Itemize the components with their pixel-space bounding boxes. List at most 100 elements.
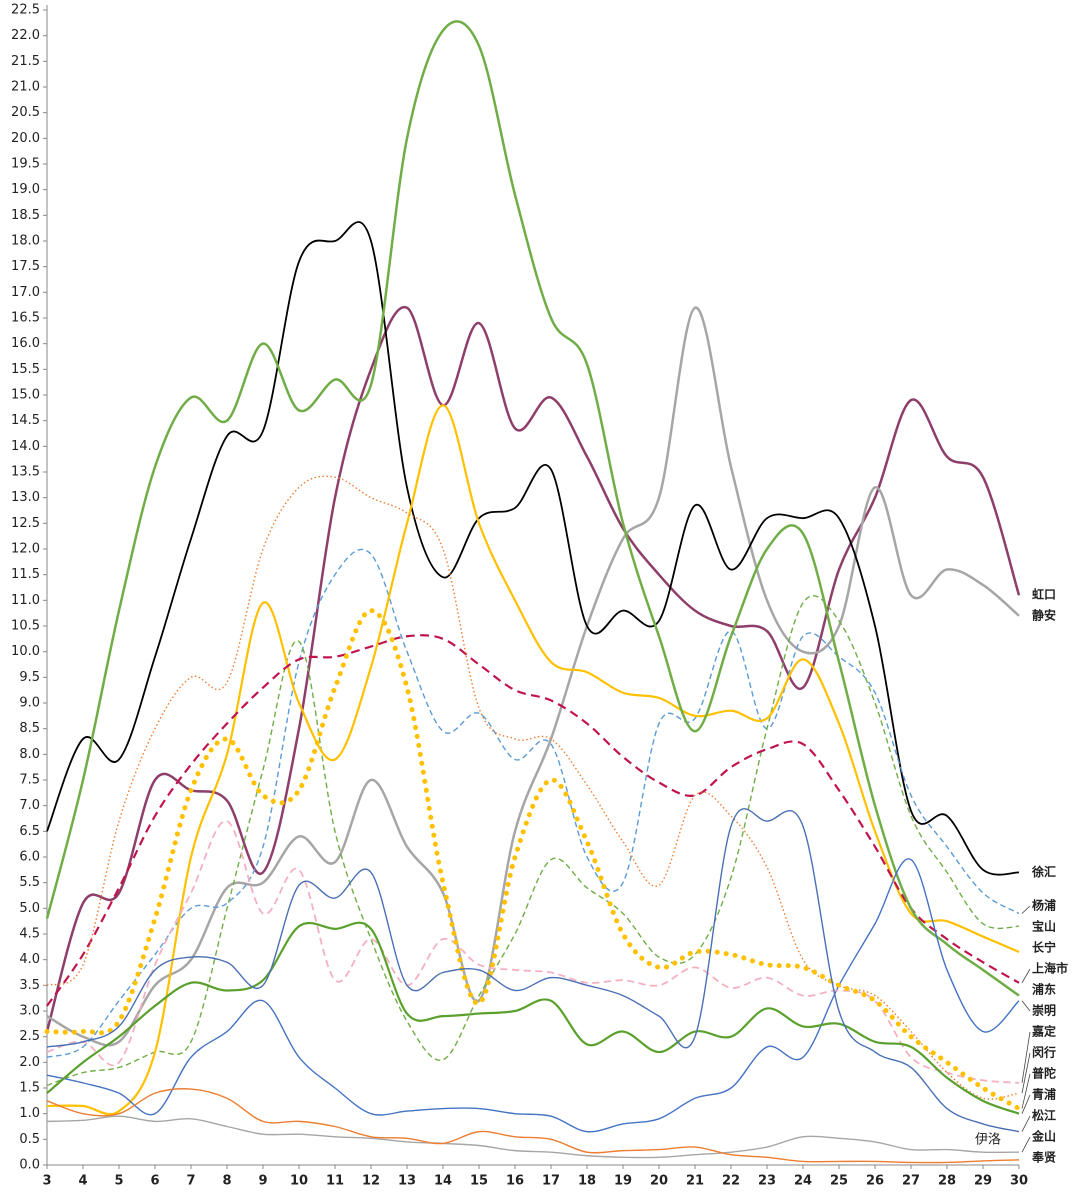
y-tick-label: 22.0 <box>11 28 40 43</box>
y-tick-label: 16.0 <box>11 336 40 351</box>
y-tick-label: 1.0 <box>19 1106 40 1121</box>
x-tick-label: 16 <box>506 1174 524 1189</box>
y-tick-label: 12.0 <box>11 542 40 557</box>
x-tick-label: 19 <box>614 1174 632 1189</box>
y-tick-label: 21.5 <box>11 54 40 69</box>
y-tick-label: 9.0 <box>19 696 40 711</box>
series-line <box>46 306 1020 1047</box>
legend-label: 普陀 <box>1032 1066 1056 1081</box>
x-tick-label: 22 <box>722 1174 740 1189</box>
y-tick-label: 14.0 <box>11 439 40 454</box>
series-line <box>46 921 1020 1115</box>
legend-label: 虹口 <box>1032 587 1056 602</box>
y-tick-label: 20.0 <box>11 131 40 146</box>
x-tick-label: 24 <box>794 1174 812 1189</box>
y-tick-label: 13.5 <box>11 465 40 480</box>
watermark: 伊洛 <box>975 1133 1001 1148</box>
leader-line <box>1021 1031 1031 1083</box>
y-tick-label: 8.0 <box>19 747 40 762</box>
y-tick-label: 19.0 <box>11 182 40 197</box>
y-tick-label: 3.5 <box>19 978 40 993</box>
x-tick-label: 10 <box>290 1174 308 1189</box>
x-tick-label: 26 <box>866 1174 884 1189</box>
x-tick-label: 20 <box>650 1174 668 1189</box>
x-tick-label: 13 <box>398 1174 416 1189</box>
x-tick-label: 30 <box>1010 1174 1028 1189</box>
x-tick-label: 29 <box>974 1174 992 1189</box>
x-tick-label: 21 <box>686 1174 704 1189</box>
series-line <box>46 1115 1020 1159</box>
x-tick-label: 15 <box>470 1174 488 1189</box>
leader-line <box>1021 1136 1031 1153</box>
x-tick-label: 14 <box>434 1174 452 1189</box>
x-tick-label: 28 <box>938 1174 956 1189</box>
leader-line <box>1021 905 1031 914</box>
y-tick-label: 17.5 <box>11 259 40 274</box>
x-tick-label: 4 <box>78 1174 87 1189</box>
legend-label: 青浦 <box>1032 1087 1056 1102</box>
series-line <box>46 221 1020 876</box>
y-tick-label: 16.5 <box>11 311 40 326</box>
y-tick-label: 10.0 <box>11 644 40 659</box>
series-line <box>46 475 1020 1100</box>
x-tick-label: 18 <box>578 1174 596 1189</box>
x-tick-label: 8 <box>222 1174 231 1189</box>
y-tick-label: 2.0 <box>19 1055 40 1070</box>
y-tick-label: 18.0 <box>11 234 40 249</box>
legend-label: 静安 <box>1032 608 1056 623</box>
leader-line <box>1021 1073 1031 1109</box>
y-tick-label: 13.0 <box>11 490 40 505</box>
leader-line <box>1021 1000 1031 1012</box>
y-tick-label: 7.0 <box>19 798 40 813</box>
series-line <box>46 404 1020 1116</box>
legend-label: 嘉定 <box>1031 1024 1056 1039</box>
leader-line <box>1021 1115 1031 1132</box>
y-tick-label: 18.5 <box>11 208 40 223</box>
y-tick-label: 12.5 <box>11 516 40 531</box>
legend-label: 浦东 <box>1032 982 1056 997</box>
y-tick-label: 2.5 <box>19 1029 40 1044</box>
x-tick-label: 6 <box>150 1174 159 1189</box>
y-tick-label: 1.5 <box>19 1081 40 1096</box>
y-tick-label: 15.5 <box>11 362 40 377</box>
x-tick-label: 3 <box>42 1174 51 1189</box>
y-tick-label: 17.0 <box>11 285 40 300</box>
x-tick-label: 25 <box>830 1174 848 1189</box>
leader-line <box>1021 1052 1031 1094</box>
y-tick-label: 5.5 <box>19 875 40 890</box>
legend-label: 奉贤 <box>1031 1150 1056 1165</box>
legend-label: 宝山 <box>1032 919 1056 934</box>
y-tick-label: 0.5 <box>19 1132 40 1147</box>
y-tick-label: 8.5 <box>19 721 40 736</box>
x-tick-label: 7 <box>186 1174 195 1189</box>
y-tick-label: 10.5 <box>11 619 40 634</box>
y-tick-label: 3.0 <box>19 1004 40 1019</box>
legend-label: 上海市 <box>1032 961 1068 976</box>
x-tick-label: 17 <box>542 1174 560 1189</box>
y-tick-label: 14.5 <box>11 413 40 428</box>
x-tick-label: 27 <box>902 1174 920 1189</box>
y-tick-label: 0.0 <box>19 1158 40 1173</box>
series-line <box>45 20 1020 997</box>
leader-line <box>1021 968 1031 983</box>
y-tick-label: 5.0 <box>19 901 40 916</box>
y-tick-label: 6.0 <box>19 850 40 865</box>
x-tick-label: 23 <box>758 1174 776 1189</box>
y-tick-label: 7.5 <box>19 773 40 788</box>
y-tick-label: 20.5 <box>11 105 40 120</box>
series-line <box>46 820 1020 1084</box>
series-line <box>44 608 1022 1112</box>
y-tick-label: 21.0 <box>11 80 40 95</box>
series-line <box>46 1088 1020 1164</box>
legend-label: 徐汇 <box>1031 864 1056 879</box>
series-line <box>46 808 1020 1133</box>
y-tick-label: 6.5 <box>19 824 40 839</box>
leader-line <box>1021 1094 1031 1114</box>
y-tick-label: 4.5 <box>19 927 40 942</box>
legend-label: 闵行 <box>1032 1045 1056 1060</box>
legend-label: 长宁 <box>1032 940 1056 955</box>
series-line <box>46 858 1020 1133</box>
y-tick-label: 22.5 <box>11 3 40 18</box>
